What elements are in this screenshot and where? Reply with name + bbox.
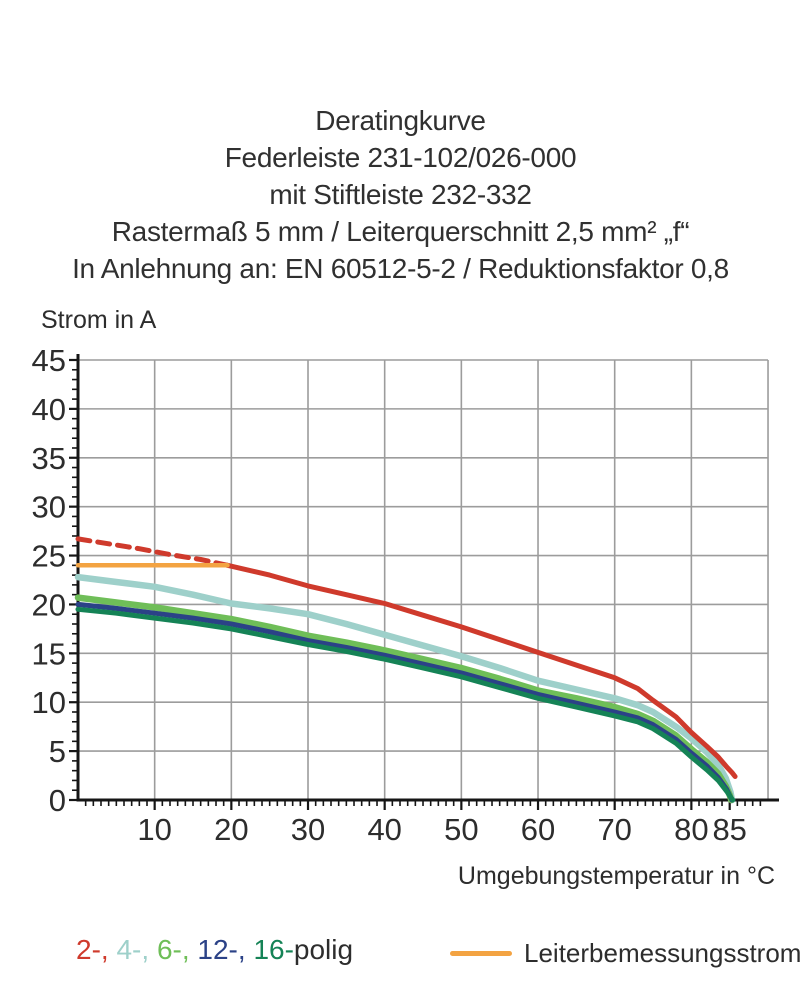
x-tick-label-70: 70 bbox=[597, 812, 631, 847]
curve-16-polig bbox=[75, 606, 736, 803]
title-line-3: mit Stiftleiste 232-332 bbox=[269, 179, 532, 210]
title-line-2: Federleiste 231-102/026-000 bbox=[224, 142, 577, 173]
curve-6-polig bbox=[74, 594, 735, 804]
title-line-4: Rastermaß 5 mm / Leiterquerschnitt 2,5 m… bbox=[111, 216, 690, 247]
x-axis-title: Umgebungstemperatur in °C bbox=[457, 862, 775, 890]
rated-current-label: Leiterbemessungsstrom bbox=[524, 937, 801, 968]
axis-ticks bbox=[69, 358, 762, 810]
x-tick-label-85: 85 bbox=[712, 812, 746, 847]
legend-row: 2-, 4-, 6-, 12-, 16-polig Leiterbemessun… bbox=[0, 930, 801, 980]
y-tick-label-35: 35 bbox=[32, 441, 66, 476]
y-tick-label-40: 40 bbox=[32, 392, 66, 427]
y-tick-label-10: 10 bbox=[32, 685, 66, 720]
legend-pole-item-4: 12-, bbox=[197, 934, 254, 965]
x-tick-label-50: 50 bbox=[444, 812, 478, 847]
y-tick-label-25: 25 bbox=[32, 539, 66, 574]
x-tick-label-60: 60 bbox=[521, 812, 555, 847]
x-tick-label-20: 20 bbox=[214, 812, 248, 847]
curve-2-polig-dashed bbox=[75, 536, 230, 568]
legend-pole-item-2: 4-, bbox=[116, 934, 157, 965]
curve-4-polig bbox=[74, 573, 736, 804]
legend-pole-item-5: 16- bbox=[253, 934, 294, 965]
title-line-1: Deratingkurve bbox=[315, 105, 486, 136]
curves bbox=[74, 536, 738, 804]
legend-rated-current: Leiterbemessungsstrom bbox=[450, 930, 801, 976]
y-tick-label-0: 0 bbox=[49, 783, 66, 818]
x-tick-label-40: 40 bbox=[367, 812, 401, 847]
y-tick-label-20: 20 bbox=[32, 587, 66, 622]
tick-labels: 10 20 30 40 50 60 70 80 85 0 5 10 15 20 25 30 35 40 45 bbox=[32, 343, 747, 847]
y-tick-label-5: 5 bbox=[49, 734, 66, 769]
curve-2-polig bbox=[225, 562, 738, 779]
legend-poles: 2-, 4-, 6-, 12-, 16-polig bbox=[76, 934, 353, 966]
legend-poles-suffix: polig bbox=[293, 934, 354, 965]
x-tick-label-80: 80 bbox=[674, 812, 708, 847]
y-tick-label-30: 30 bbox=[32, 490, 66, 525]
rated-current-line-swatch bbox=[450, 950, 512, 956]
page-title: Deratingkurve Federleiste 231-102/026-00… bbox=[0, 102, 801, 287]
curve-12-polig bbox=[75, 601, 735, 803]
legend-pole-item-1: 2-, bbox=[76, 934, 117, 965]
y-tick-label-15: 15 bbox=[32, 636, 66, 671]
x-tick-label-10: 10 bbox=[137, 812, 171, 847]
y-axis-title: Strom in A bbox=[41, 306, 157, 334]
title-line-5: In Anlehnung an: EN 60512-5-2 / Reduktio… bbox=[72, 253, 729, 284]
legend-pole-item-3: 6-, bbox=[156, 934, 198, 965]
y-tick-label-45: 45 bbox=[32, 343, 66, 378]
x-tick-label-30: 30 bbox=[291, 812, 325, 847]
derating-chart: 10 20 30 40 50 60 70 80 85 0 5 10 15 20 25 30 35 40 45 bbox=[32, 343, 779, 847]
